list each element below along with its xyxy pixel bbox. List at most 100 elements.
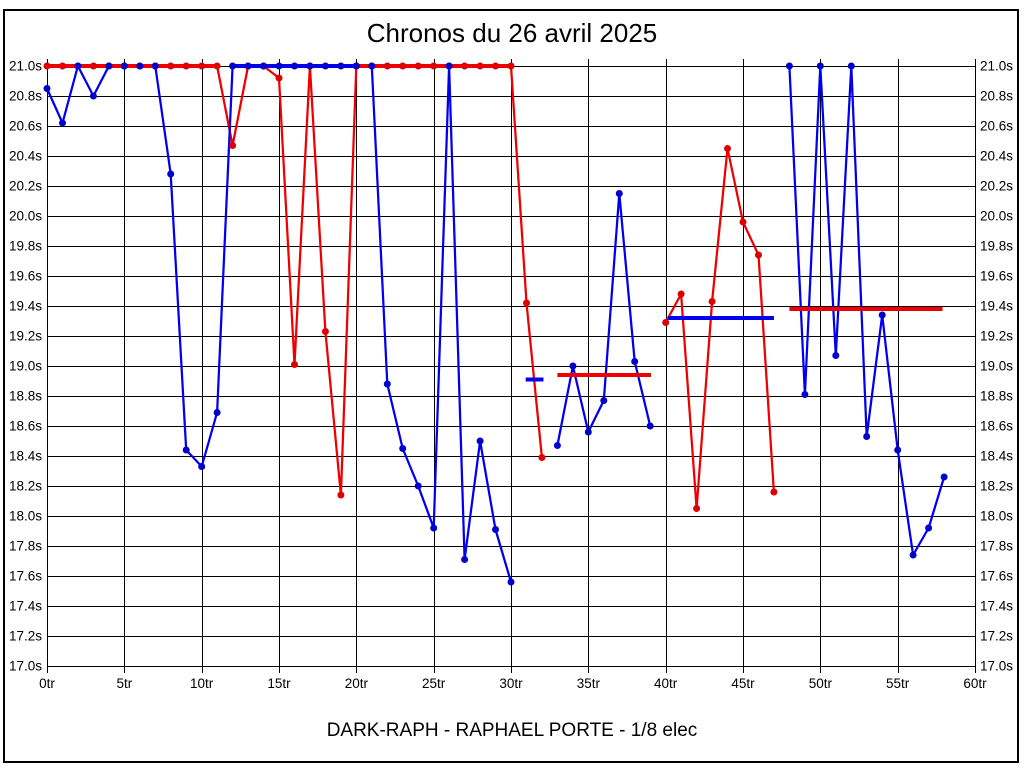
x-axis-tick-label: 40tr <box>654 676 678 691</box>
x-axis-tick-label: 10tr <box>190 676 214 691</box>
x-axis-tick-label: 5tr <box>116 676 132 691</box>
data-point <box>321 62 329 70</box>
data-point <box>507 578 515 586</box>
y-axis-tick-label: 18.0s <box>980 509 1013 524</box>
y-axis-tick-label: 20.2s <box>9 179 42 194</box>
data-point <box>89 62 97 70</box>
y-axis-tick-label: 18.2s <box>980 479 1013 494</box>
y-axis-tick-label: 20.8s <box>9 89 42 104</box>
y-axis-tick-label: 18.8s <box>9 389 42 404</box>
y-axis-tick-label: 17.6s <box>9 569 42 584</box>
y-axis-tick-label: 20.6s <box>980 119 1013 134</box>
y-axis-tick-label: 19.0s <box>9 359 42 374</box>
y-axis-tick-label: 17.4s <box>980 599 1013 614</box>
data-point <box>894 446 902 454</box>
x-axis-tick-label: 50tr <box>809 676 833 691</box>
data-point <box>925 524 933 532</box>
data-point <box>631 358 639 365</box>
data-point <box>461 62 469 70</box>
grid-lines <box>47 59 976 673</box>
data-point <box>430 524 438 532</box>
data-point <box>275 62 283 70</box>
data-point <box>43 62 51 70</box>
data-point <box>507 62 515 70</box>
data-point <box>182 62 190 70</box>
data-point <box>151 62 159 70</box>
data-point <box>182 446 190 454</box>
data-point <box>693 505 701 512</box>
data-point <box>306 62 314 70</box>
y-axis-labels-right: 21.0s 20.8s 20.6s 20.4s 20.2s 20.0s 19.8s 19.6s… <box>980 59 1013 674</box>
data-point <box>229 142 237 149</box>
data-point <box>167 170 175 178</box>
x-axis-tick-label: 45tr <box>731 676 755 691</box>
y-axis-tick-label: 20.4s <box>9 149 42 164</box>
data-point <box>136 62 144 70</box>
series-driver-blue-polyline <box>556 192 652 446</box>
y-axis-tick-label: 20.0s <box>980 209 1013 224</box>
y-axis-tick-label: 17.0s <box>9 659 42 674</box>
y-axis-tick-label: 17.8s <box>9 539 42 554</box>
data-point <box>909 551 917 559</box>
data-point <box>213 409 221 416</box>
data-point <box>167 62 175 70</box>
y-axis-tick-label: 21.0s <box>9 59 42 74</box>
y-axis-tick-label: 19.4s <box>980 299 1013 314</box>
data-point <box>352 62 360 70</box>
y-axis-tick-label: 20.6s <box>9 119 42 134</box>
data-point <box>74 62 82 70</box>
y-axis-tick-label: 17.2s <box>9 629 42 644</box>
window-border <box>3 9 1019 763</box>
data-point <box>646 422 654 430</box>
data-point <box>724 145 731 152</box>
x-axis-tick-label: 30tr <box>499 676 523 691</box>
data-point <box>59 119 66 127</box>
data-point <box>492 62 499 70</box>
data-point <box>337 62 345 70</box>
data-point <box>414 62 422 70</box>
y-axis-tick-label: 20.8s <box>980 89 1013 104</box>
data-point <box>383 380 391 388</box>
x-axis-tick-label: 60tr <box>963 676 987 691</box>
data-point <box>878 311 886 319</box>
data-point <box>368 62 376 70</box>
y-axis-tick-label: 18.4s <box>9 449 42 464</box>
series-driver-blue-line <box>45 64 946 583</box>
y-axis-tick-label: 19.0s <box>980 359 1013 374</box>
data-point <box>569 362 577 370</box>
series-driver-red-polyline <box>47 64 544 497</box>
y-axis-tick-label: 19.6s <box>980 269 1013 284</box>
series-driver-red-points <box>43 62 778 512</box>
data-point <box>708 298 716 305</box>
data-point <box>291 62 298 70</box>
x-axis-tick-label: 20tr <box>345 676 369 691</box>
data-point <box>816 62 824 70</box>
y-axis-labels-left: 21.0s 20.8s 20.6s 20.4s 20.2s 20.0s 19.8s 19.6s… <box>9 59 42 674</box>
chart-footer: DARK-RAPH - RAPHAEL PORTE - 1/8 elec <box>326 720 698 741</box>
data-point <box>600 397 608 404</box>
y-axis-tick-label: 19.8s <box>980 239 1013 254</box>
data-point <box>755 251 762 259</box>
data-point <box>260 62 267 70</box>
y-axis-tick-label: 17.0s <box>980 659 1013 674</box>
data-point <box>43 85 51 92</box>
data-point <box>120 62 128 70</box>
series-driver-blue-points <box>43 62 948 586</box>
data-point <box>275 74 283 82</box>
x-axis-labels: 0tr 5tr 10tr 15tr 20tr 25tr 30tr 35tr 40tr 45tr 50… <box>39 676 987 691</box>
data-point <box>244 62 252 70</box>
y-axis-tick-label: 18.6s <box>9 419 42 434</box>
x-axis-tick-label: 35tr <box>577 676 601 691</box>
y-axis-tick-label: 20.4s <box>980 149 1013 164</box>
data-point <box>89 92 97 100</box>
data-point <box>677 290 685 298</box>
data-point <box>198 463 206 470</box>
y-axis-tick-label: 19.8s <box>9 239 42 254</box>
y-axis-tick-label: 18.2s <box>9 479 42 494</box>
chart-title: Chronos du 26 avril 2025 <box>366 18 658 48</box>
y-axis-tick-label: 17.6s <box>980 569 1013 584</box>
data-point <box>430 62 438 70</box>
y-axis-tick-label: 19.4s <box>9 299 42 314</box>
x-axis-tick-label: 55tr <box>886 676 910 691</box>
